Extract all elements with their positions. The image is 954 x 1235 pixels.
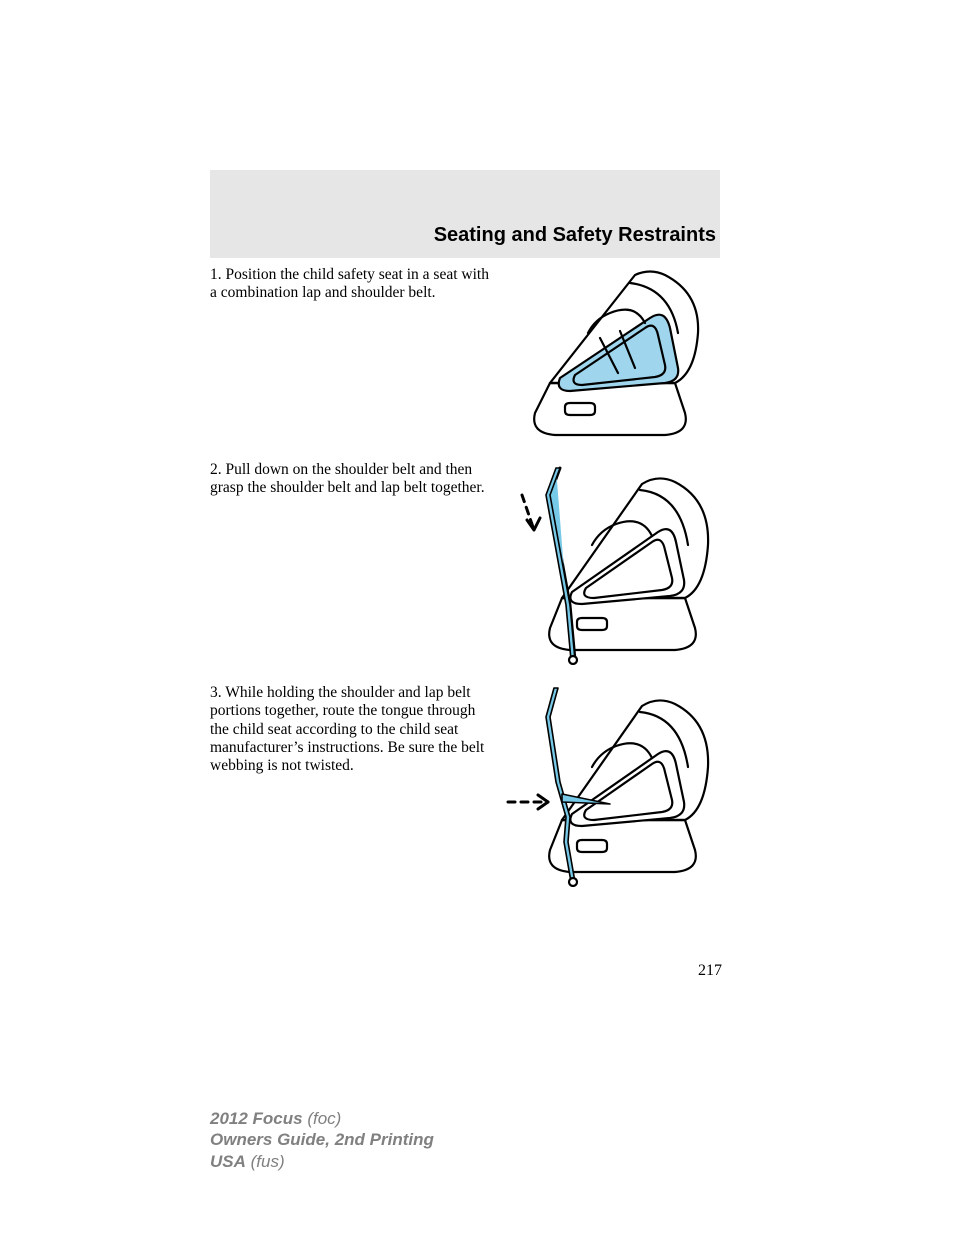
step-1-text: 1. Position the child safety seat in a s… [210, 266, 490, 303]
footer-model-code: (foc) [307, 1109, 341, 1128]
section-title: Seating and Safety Restraints [210, 224, 716, 247]
footer-line-1: 2012 Focus (foc) [210, 1108, 434, 1129]
footer-line-3: USA (fus) [210, 1151, 434, 1172]
figure-step-3 [500, 682, 720, 887]
footer-block: 2012 Focus (foc) Owners Guide, 2nd Print… [210, 1108, 434, 1172]
figure-step-2 [500, 460, 720, 665]
footer-line-2: Owners Guide, 2nd Printing [210, 1129, 434, 1150]
footer-region: USA [210, 1152, 246, 1171]
manual-page: Seating and Safety Restraints 1. Positio… [0, 0, 954, 1235]
footer-region-code: (fus) [251, 1152, 285, 1171]
page-number: 217 [698, 962, 722, 980]
footer-model: 2012 Focus [210, 1109, 303, 1128]
step-2-text: 2. Pull down on the shoulder belt and th… [210, 461, 490, 498]
footer-guide: Owners Guide, 2nd Printing [210, 1130, 434, 1149]
figure-step-1 [500, 263, 720, 445]
step-3-text: 3. While holding the shoulder and lap be… [210, 684, 490, 775]
